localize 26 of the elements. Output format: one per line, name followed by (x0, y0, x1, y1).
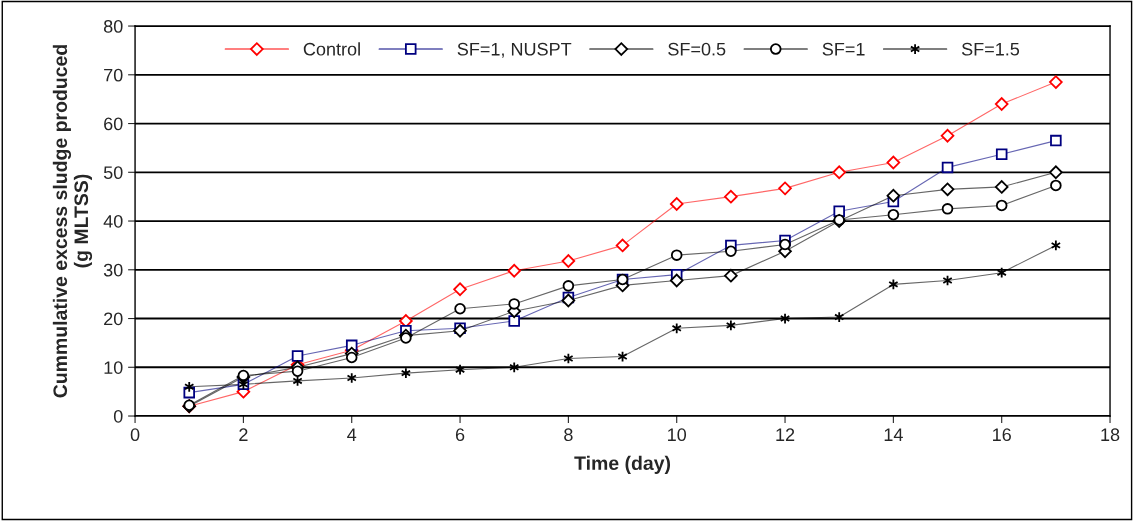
y-tick-label: 80 (103, 19, 123, 33)
y-tick-label: 60 (104, 117, 123, 131)
y-tick-label: 40 (103, 214, 123, 228)
x-axis-title: Time (day) (574, 455, 671, 474)
y-tick-label: 0 (113, 409, 123, 423)
y-tick-label: 20 (104, 312, 123, 326)
y-axis-title: Cummulative excess sludge produced (g MLTSS) (52, 45, 93, 398)
legend-label: SF=1.5 (961, 42, 1020, 56)
y-tick-label: 10 (104, 361, 123, 374)
x-tick-label: 0 (130, 428, 140, 442)
x-tick-label: 12 (776, 428, 795, 441)
y-tick-label: 30 (103, 263, 123, 277)
legend-label: SF=0.5 (668, 42, 726, 56)
y-tick-label: 50 (103, 166, 123, 180)
x-tick-label: 6 (455, 428, 465, 442)
x-tick-label: 2 (239, 428, 248, 441)
legend-label: Control (303, 42, 360, 56)
x-tick-label: 10 (668, 428, 687, 442)
x-tick-label: 14 (884, 428, 903, 441)
x-tick-label: 4 (347, 428, 357, 441)
x-tick-label: 16 (993, 428, 1011, 442)
x-tick-label: 18 (1101, 428, 1120, 442)
x-tick-label: 8 (564, 428, 573, 442)
legend-label: SF=1, NUSPT (457, 42, 572, 58)
y-tick-label: 70 (104, 68, 123, 82)
legend-label: SF=1 (822, 42, 865, 56)
